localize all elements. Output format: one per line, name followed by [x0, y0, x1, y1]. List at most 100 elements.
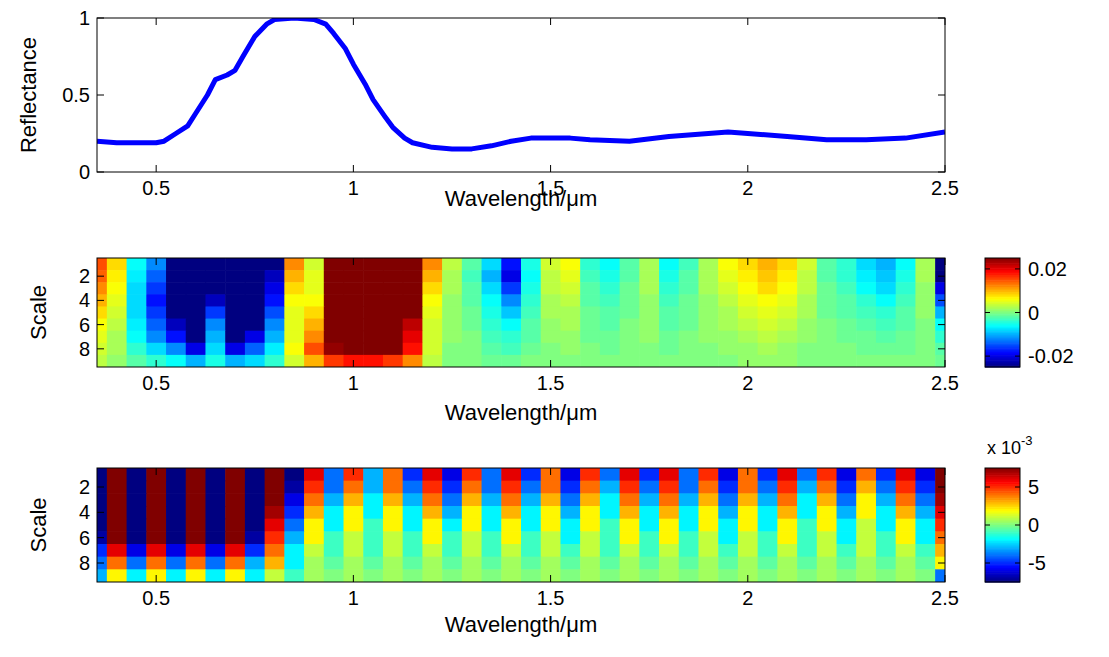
heatmap-cell: [738, 557, 758, 570]
heatmap-cell: [403, 557, 423, 570]
heatmap-cell: [817, 343, 837, 356]
heatmap-cell: [501, 282, 521, 295]
heatmap-cell: [580, 306, 600, 319]
heatmap-cell: [915, 519, 935, 532]
heatmap-cell: [896, 531, 916, 544]
colorbar-tick: [1015, 487, 1020, 488]
heatmap-cell: [738, 319, 758, 332]
heatmap-cell: [284, 282, 304, 295]
heatmap-cell: [107, 270, 127, 283]
heatmap-cell: [718, 569, 738, 582]
heatmap-cell: [876, 557, 896, 570]
heatmap-cell: [403, 481, 423, 494]
heatmap-cell: [97, 355, 107, 367]
heatmap-cell: [797, 294, 817, 307]
heatmap-cell: [797, 343, 817, 356]
heatmap-cell: [225, 481, 245, 494]
heatmap-cell: [600, 294, 620, 307]
heatmap-cell: [324, 343, 344, 356]
heatmap-cell: [403, 343, 423, 356]
y-tick: [938, 512, 945, 513]
heatmap-cell: [166, 319, 186, 332]
heatmap-cell: [284, 506, 304, 519]
heatmap-cell: [284, 481, 304, 494]
heatmap-cell: [324, 270, 344, 283]
heatmap-cell: [166, 569, 186, 582]
y-tick: [938, 95, 945, 96]
y-tick: [938, 276, 945, 277]
heatmap-cell: [442, 506, 462, 519]
heatmap-cell: [422, 569, 442, 582]
heatmap-cell: [837, 481, 857, 494]
x-tick-label: 1: [348, 177, 359, 199]
heatmap-cell: [718, 531, 738, 544]
heatmap-cell: [896, 306, 916, 319]
y-tick-label: 4: [79, 289, 90, 311]
heatmap-cell: [777, 531, 797, 544]
heatmap-cell: [758, 355, 778, 367]
heatmap-cell: [758, 258, 778, 271]
heatmap-cell: [620, 331, 640, 344]
heatmap-cell: [718, 493, 738, 506]
heatmap-cell: [560, 569, 580, 582]
y-tick: [938, 172, 945, 173]
heatmap-cell: [186, 544, 206, 557]
heatmap-cell: [166, 343, 186, 356]
heatmap-cell: [482, 506, 502, 519]
heatmap-cell: [166, 258, 186, 271]
heatmap-cell: [896, 355, 916, 367]
heatmap-cell: [659, 531, 679, 544]
heatmap-cell: [837, 258, 857, 271]
heatmap-cell: [797, 506, 817, 519]
x-tick: [550, 468, 551, 475]
colorbar-tick: [985, 312, 990, 313]
heatmap-cell: [856, 468, 876, 481]
heatmap-cell: [738, 506, 758, 519]
heatmap-cell: [698, 481, 718, 494]
x-tick: [945, 165, 946, 172]
heatmap-cell: [560, 258, 580, 271]
heatmap-cell: [442, 306, 462, 319]
heatmap-cell: [659, 355, 679, 367]
heatmap-cell: [777, 355, 797, 367]
heatmap-cell: [620, 319, 640, 332]
heatmap-cell: [718, 481, 738, 494]
y-tick: [938, 348, 945, 349]
heatmap-cell: [482, 270, 502, 283]
heatmap-cell: [797, 282, 817, 295]
heatmap-cell: [265, 270, 285, 283]
heatmap-cell: [422, 506, 442, 519]
heatmap-cell: [363, 544, 383, 557]
heatmap-cell: [403, 493, 423, 506]
x-tick-label: 2.5: [931, 587, 959, 609]
heatmap-cell: [107, 331, 127, 344]
heatmap-cell: [344, 493, 364, 506]
heatmap-cell: [422, 481, 442, 494]
heatmap-cell: [422, 519, 442, 532]
heatmap-cell: [758, 569, 778, 582]
heatmap-cell: [403, 531, 423, 544]
heatmap-cell: [521, 557, 541, 570]
heatmap-cell: [758, 282, 778, 295]
heatmap-cell: [521, 468, 541, 481]
heatmap-cell: [837, 531, 857, 544]
heatmap-cell: [166, 355, 186, 367]
x-tick-label: 0.5: [142, 587, 170, 609]
heatmap-cell: [225, 319, 245, 332]
heatmap-cell: [205, 569, 225, 582]
x-tick-label: 2.5: [931, 372, 959, 394]
heatmap-cell: [225, 468, 245, 481]
heatmap-cell: [698, 331, 718, 344]
heatmap-cell: [935, 468, 945, 481]
heatmap-cell: [777, 468, 797, 481]
heatmap-cell: [146, 569, 166, 582]
heatmap-cell: [304, 258, 324, 271]
heatmap-cell: [127, 355, 147, 367]
heatmap-cell: [521, 343, 541, 356]
heatmap-cell: [186, 531, 206, 544]
heatmap-cell: [501, 493, 521, 506]
panel-1: 0.511.522.52468Wavelength/μmScale-0.0200…: [26, 258, 1074, 425]
heatmap-cell: [304, 569, 324, 582]
heatmap-cell: [698, 531, 718, 544]
heatmap-cell: [639, 282, 659, 295]
